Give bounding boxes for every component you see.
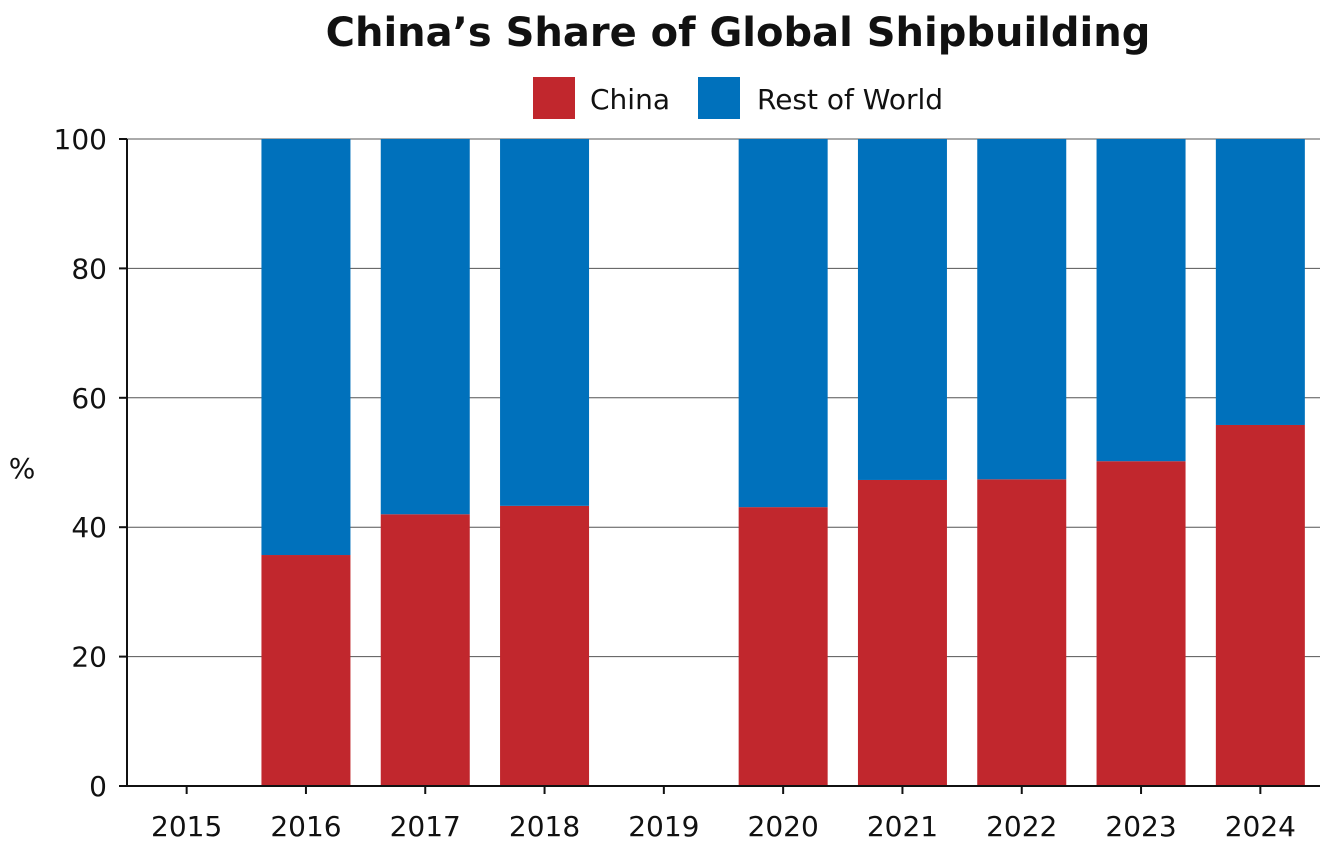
bar-rest-of-world-2024 — [1215, 139, 1305, 425]
y-tick-label: 80 — [71, 252, 107, 285]
x-tick-label: 2017 — [390, 810, 461, 843]
legend-swatch-rest-of-world — [698, 77, 740, 119]
chart-title: China’s Share of Global Shipbuilding — [326, 10, 1151, 56]
x-tick-label: 2016 — [270, 810, 341, 843]
y-tick-label: 20 — [71, 641, 107, 674]
bar-rest-of-world-2016 — [261, 139, 351, 556]
bar-rest-of-world-2021 — [857, 139, 947, 480]
bar-china-2023 — [1096, 461, 1186, 786]
x-tick-label: 2024 — [1225, 810, 1296, 843]
bar-rest-of-world-2020 — [738, 139, 828, 508]
bar-rest-of-world-2018 — [500, 139, 590, 506]
bar-rest-of-world-2017 — [380, 139, 470, 515]
y-tick-label: 40 — [71, 511, 107, 544]
legend: China Rest of World — [533, 77, 943, 119]
legend-label-china: China — [590, 83, 670, 116]
y-tick-label: 60 — [71, 382, 107, 415]
bar-china-2024 — [1215, 424, 1305, 786]
bar-rest-of-world-2023 — [1096, 139, 1186, 462]
bar-rest-of-world-2022 — [977, 139, 1067, 480]
bar-china-2017 — [380, 514, 470, 786]
bar-china-2021 — [857, 479, 947, 786]
x-tick-label: 2019 — [628, 810, 699, 843]
x-tick-label: 2021 — [867, 810, 938, 843]
x-tick-label: 2018 — [509, 810, 580, 843]
y-tick-label: 100 — [54, 123, 107, 156]
x-tick-label: 2022 — [986, 810, 1057, 843]
bar-china-2016 — [261, 555, 351, 786]
bar-china-2022 — [977, 479, 1067, 786]
y-axis-label: % — [9, 452, 36, 485]
bar-china-2018 — [500, 505, 590, 786]
x-tick-label: 2023 — [1105, 810, 1176, 843]
x-tick-label: 2020 — [748, 810, 819, 843]
legend-label-rest-of-world: Rest of World — [757, 83, 943, 116]
legend-swatch-china — [533, 77, 575, 119]
x-tick-label: 2015 — [151, 810, 222, 843]
y-tick-label: 0 — [89, 770, 107, 803]
bar-china-2020 — [738, 507, 828, 786]
